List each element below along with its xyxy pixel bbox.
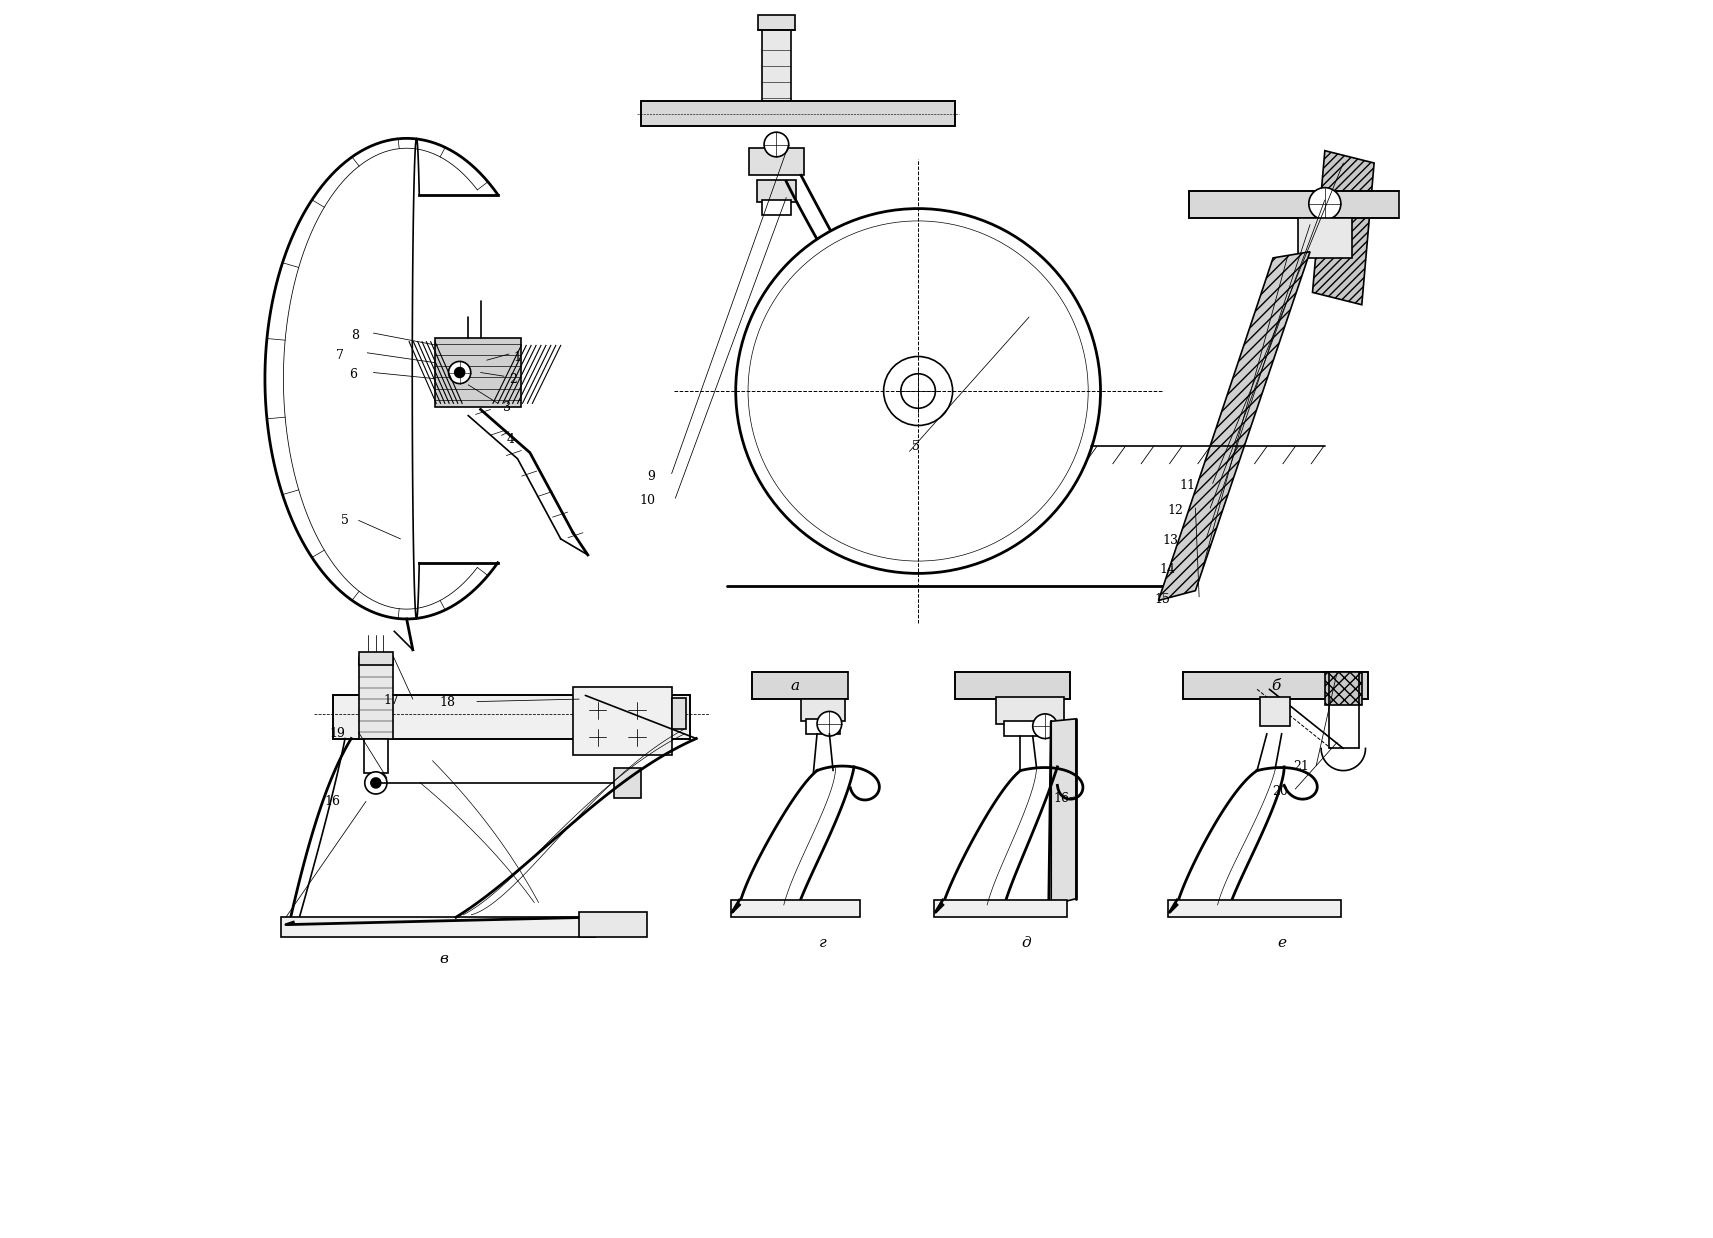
- Bar: [934, 900, 1067, 917]
- Text: 8: 8: [351, 329, 360, 342]
- Text: 9: 9: [648, 469, 654, 483]
- Text: 6: 6: [349, 369, 356, 381]
- Text: 15: 15: [1155, 593, 1170, 605]
- Polygon shape: [1158, 251, 1310, 600]
- Bar: [956, 672, 1069, 699]
- Bar: [358, 659, 392, 739]
- Bar: [749, 149, 803, 176]
- Bar: [1184, 672, 1369, 699]
- Text: 1: 1: [514, 352, 522, 364]
- Text: 5: 5: [911, 439, 920, 453]
- Bar: [995, 697, 1064, 724]
- Text: е: е: [1278, 936, 1286, 950]
- Text: 20: 20: [1271, 785, 1288, 799]
- Bar: [1259, 697, 1290, 727]
- Text: 18: 18: [440, 696, 456, 709]
- Bar: [762, 201, 791, 214]
- Bar: [807, 719, 841, 734]
- Text: 19: 19: [329, 727, 344, 740]
- Polygon shape: [435, 338, 521, 407]
- Bar: [613, 768, 641, 797]
- Circle shape: [1309, 188, 1341, 219]
- Text: 21: 21: [1293, 760, 1309, 774]
- Circle shape: [817, 712, 841, 737]
- Bar: [752, 672, 848, 699]
- Bar: [1004, 722, 1060, 737]
- Text: а: а: [790, 678, 800, 692]
- Circle shape: [372, 777, 380, 787]
- Bar: [579, 912, 648, 937]
- Circle shape: [884, 357, 952, 426]
- Text: г: г: [819, 936, 827, 950]
- Polygon shape: [1052, 719, 1076, 905]
- Circle shape: [449, 361, 471, 384]
- Bar: [671, 698, 687, 729]
- Text: 11: 11: [1179, 479, 1196, 493]
- Bar: [358, 652, 392, 665]
- Bar: [574, 687, 671, 755]
- Circle shape: [735, 208, 1100, 573]
- Text: д: д: [1021, 936, 1031, 950]
- Circle shape: [454, 368, 464, 378]
- Bar: [1189, 192, 1400, 218]
- Text: 17: 17: [384, 693, 399, 707]
- Text: 4: 4: [507, 432, 514, 446]
- Bar: [757, 15, 795, 30]
- Text: 10: 10: [639, 494, 656, 508]
- Text: 5: 5: [341, 514, 349, 527]
- Bar: [332, 696, 690, 739]
- Circle shape: [365, 771, 387, 794]
- Text: 3: 3: [504, 401, 510, 413]
- Text: 14: 14: [1160, 563, 1175, 576]
- Text: 12: 12: [1167, 504, 1184, 517]
- Bar: [1168, 900, 1341, 917]
- Polygon shape: [1312, 151, 1374, 305]
- Text: 7: 7: [336, 349, 344, 361]
- Bar: [1298, 218, 1352, 258]
- Bar: [802, 699, 846, 722]
- Bar: [281, 917, 594, 937]
- Text: 2: 2: [509, 374, 517, 386]
- Bar: [757, 181, 797, 203]
- Text: 16: 16: [324, 795, 341, 808]
- Circle shape: [764, 132, 788, 157]
- Text: б: б: [1271, 678, 1280, 692]
- Circle shape: [1033, 714, 1057, 739]
- Bar: [762, 27, 791, 102]
- Bar: [731, 900, 860, 917]
- Text: в: в: [439, 952, 449, 966]
- Text: 16: 16: [1053, 792, 1069, 806]
- Text: 13: 13: [1161, 534, 1179, 547]
- Circle shape: [901, 374, 935, 409]
- Bar: [363, 739, 389, 773]
- Bar: [641, 102, 956, 126]
- Polygon shape: [1324, 672, 1362, 706]
